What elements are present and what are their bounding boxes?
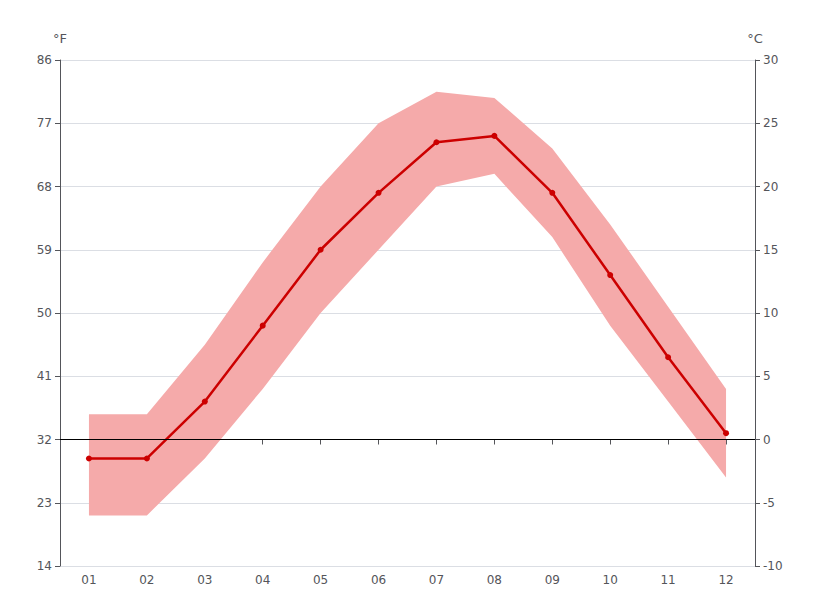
svg-text:°F: °F xyxy=(53,31,67,46)
svg-text:68: 68 xyxy=(37,180,52,194)
svg-text:15: 15 xyxy=(763,243,778,257)
svg-text:06: 06 xyxy=(371,573,386,587)
svg-text:10: 10 xyxy=(763,306,778,320)
svg-text:0: 0 xyxy=(763,433,771,447)
svg-text:07: 07 xyxy=(429,573,444,587)
svg-text:03: 03 xyxy=(197,573,212,587)
svg-text:05: 05 xyxy=(313,573,328,587)
svg-text:5: 5 xyxy=(763,369,771,383)
svg-text:01: 01 xyxy=(81,573,96,587)
svg-text:50: 50 xyxy=(37,306,52,320)
svg-text:23: 23 xyxy=(37,496,52,510)
svg-text:59: 59 xyxy=(37,243,52,257)
svg-text:10: 10 xyxy=(603,573,618,587)
svg-text:25: 25 xyxy=(763,116,778,130)
svg-text:14: 14 xyxy=(37,559,52,573)
svg-text:11: 11 xyxy=(660,573,675,587)
svg-text:32: 32 xyxy=(37,433,52,447)
svg-text:20: 20 xyxy=(763,180,778,194)
svg-text:30: 30 xyxy=(763,53,778,67)
svg-text:°C: °C xyxy=(747,31,763,46)
svg-text:09: 09 xyxy=(545,573,560,587)
svg-text:-5: -5 xyxy=(763,496,775,510)
svg-text:86: 86 xyxy=(37,53,52,67)
svg-text:12: 12 xyxy=(718,573,733,587)
svg-text:-10: -10 xyxy=(763,559,783,573)
svg-text:08: 08 xyxy=(487,573,502,587)
svg-text:41: 41 xyxy=(37,369,52,383)
svg-text:04: 04 xyxy=(255,573,270,587)
svg-text:77: 77 xyxy=(37,116,52,130)
svg-text:02: 02 xyxy=(139,573,154,587)
